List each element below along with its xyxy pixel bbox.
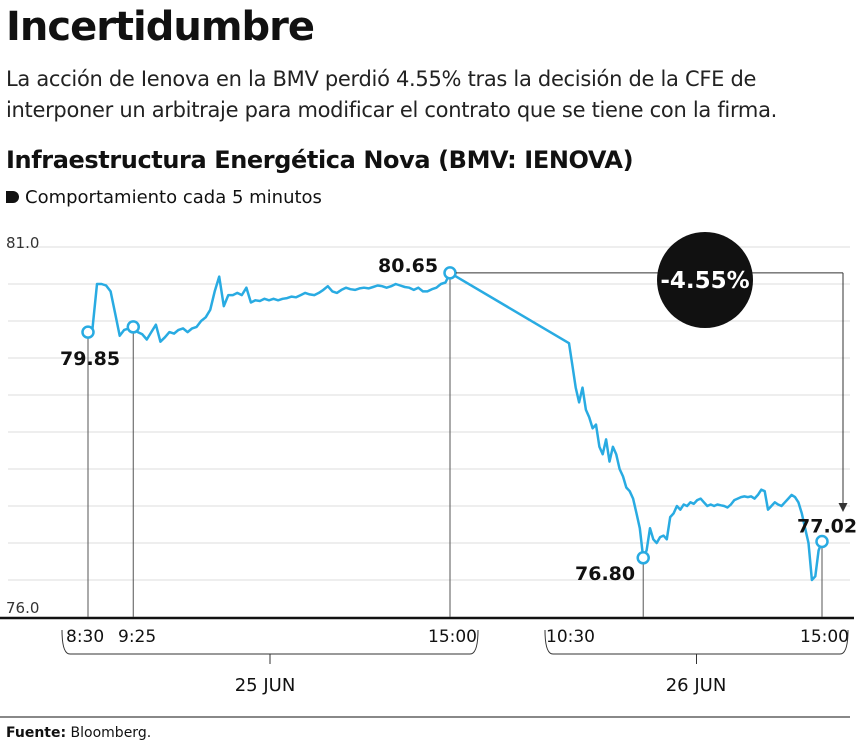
axes: 81.0 76.0 8:30 9:25 15:00 10:30 15:00 25 JUN 26 … xyxy=(0,234,854,718)
y-tick-label-max: 81.0 xyxy=(6,234,39,252)
y-tick-label-min: 76.0 xyxy=(6,599,39,617)
subtitle-text: Comportamiento cada 5 minutos xyxy=(25,187,322,208)
annotations: 79.85 80.65 76.80 77.02 -4.55% xyxy=(60,232,857,617)
change-badge-label: -4.55% xyxy=(660,268,749,294)
marker-1500-day1 xyxy=(443,266,457,280)
marker-830 xyxy=(81,325,95,339)
value-label-76-80: 76.80 xyxy=(575,563,635,585)
dek: La acción de Ienova en la BMV perdió 4.5… xyxy=(6,67,778,122)
x-tick-label-1500-day2: 15:00 xyxy=(800,627,849,647)
day-label-26-jun: 26 JUN xyxy=(666,675,727,696)
value-label-79-85: 79.85 xyxy=(60,348,120,370)
marker-1030 xyxy=(636,551,650,565)
series xyxy=(87,271,824,582)
subtitle-marker-icon xyxy=(6,191,19,203)
source-text: Bloomberg. xyxy=(70,725,152,741)
day-label-25-jun: 25 JUN xyxy=(235,675,296,696)
source-label: Fuente: xyxy=(6,725,67,741)
headline: Incertidumbre xyxy=(6,4,315,50)
value-label-80-65: 80.65 xyxy=(378,255,438,277)
subtitle: Comportamiento cada 5 minutos xyxy=(6,187,322,208)
value-label-77-02: 77.02 xyxy=(797,516,857,538)
x-tick-label-1030: 10:30 xyxy=(546,627,595,647)
marker-1500-day2 xyxy=(815,534,829,549)
change-badge xyxy=(657,232,753,328)
series-line xyxy=(87,271,824,582)
chart-title: Infraestructura Energética Nova (BMV: IE… xyxy=(6,146,634,174)
source: Fuente: Bloomberg. xyxy=(6,725,151,741)
x-tick-label-1500-day1: 15:00 xyxy=(428,627,477,647)
marker-925 xyxy=(126,320,140,334)
x-tick-label-925: 9:25 xyxy=(118,627,156,647)
x-tick-label-830: 8:30 xyxy=(66,627,104,647)
change-arrow-icon xyxy=(838,503,848,512)
